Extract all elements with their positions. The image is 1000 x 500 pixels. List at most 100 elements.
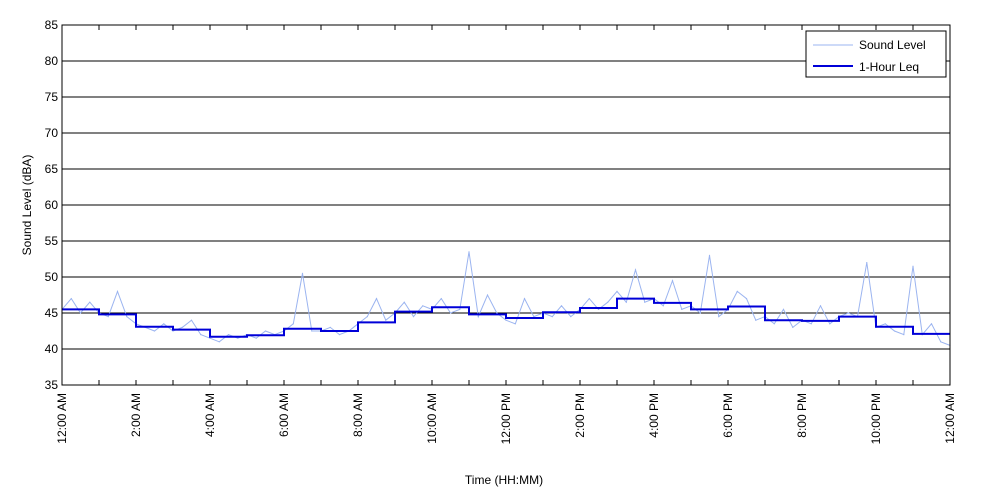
sound-level-point [533, 316, 535, 318]
sound-level-point [718, 316, 720, 318]
sound-level-point [292, 323, 294, 325]
sound-level-point [514, 323, 516, 325]
y-tick-label: 75 [45, 90, 59, 104]
x-tick-label: 2:00 AM [129, 393, 143, 437]
sound-level-point [237, 337, 239, 339]
sound-level-point [616, 290, 618, 292]
legend: Sound Level 1-Hour Leq [805, 30, 947, 78]
sound-level-point [89, 301, 91, 303]
sound-level-point [912, 265, 914, 267]
sound-level-point [403, 301, 405, 303]
y-tick-label: 65 [45, 162, 59, 176]
sound-level-point [449, 312, 452, 314]
y-tick-label: 50 [45, 270, 59, 284]
sound-level-point [126, 316, 128, 318]
x-tick-label: 12:00 PM [499, 393, 513, 444]
x-tick-label: 6:00 PM [721, 393, 735, 438]
sound-level-point [190, 319, 193, 321]
sound-level-point [329, 326, 331, 328]
sound-level-point [79, 312, 82, 314]
sound-level-point [736, 290, 738, 292]
sound-level-point [570, 316, 572, 318]
sound-level-point [338, 334, 341, 336]
sound-level-point [773, 323, 775, 325]
sound-level-point [551, 316, 553, 318]
sound-level-point [209, 337, 211, 339]
sound-level-point [486, 294, 489, 296]
sound-level-point [847, 312, 849, 314]
leq-line [62, 297, 950, 338]
sound-level-point [893, 330, 896, 332]
x-tick-label: 8:00 AM [351, 393, 365, 437]
sound-level-point [468, 251, 470, 253]
sound-level-point [671, 280, 674, 282]
x-axis-title: Time (HH:MM) [465, 473, 543, 487]
sound-level-point [699, 312, 701, 314]
sound-level-point [755, 319, 757, 321]
x-tick-label: 4:00 AM [203, 393, 217, 437]
sound-level-point [496, 312, 498, 314]
y-tick-label: 80 [45, 54, 59, 68]
sound-level-point [930, 323, 933, 325]
sound-level-point [412, 316, 415, 318]
x-tick-label: 10:00 AM [425, 393, 439, 444]
legend-label-1-hour-leq: 1-Hour Leq [859, 60, 919, 74]
sound-level-point [708, 254, 711, 256]
sound-level-point [153, 330, 156, 332]
sound-level-point [597, 308, 600, 310]
sound-level-point [884, 323, 886, 325]
x-axis: 12:00 AM 2:00 AM 4:00 AM 6:00 AM 8:00 AM 10:0… [55, 25, 957, 444]
sound-level-point [810, 323, 812, 325]
series-1-hour-leq [62, 297, 950, 338]
legend-label-sound-level: Sound Level [859, 38, 926, 52]
sound-level-point [940, 341, 942, 343]
x-tick-label: 12:00 AM [943, 393, 957, 444]
sound-level-point [782, 308, 785, 310]
sound-level-point [866, 262, 868, 264]
legend-box [805, 30, 947, 78]
sound-level-point [70, 298, 72, 300]
sound-level-point [375, 298, 378, 300]
x-tick-label: 12:00 AM [55, 393, 69, 444]
sound-level-point [662, 305, 664, 307]
sound-level-point [644, 301, 646, 303]
y-axis: 35 40 45 50 55 60 65 70 75 80 85 [45, 18, 67, 392]
gridlines [62, 60, 950, 350]
sound-level-point [163, 323, 165, 325]
sound-level-point [829, 323, 831, 325]
y-tick-label: 45 [45, 306, 59, 320]
sound-level-point [107, 316, 109, 318]
sound-level-point [227, 334, 230, 336]
sound-level-point [560, 305, 563, 307]
sound-level-point [200, 334, 202, 336]
sound-level-point [422, 305, 424, 307]
sound-level-point [459, 308, 461, 310]
y-tick-label: 70 [45, 126, 59, 140]
y-tick-label: 35 [45, 378, 59, 392]
sound-level-point [792, 326, 794, 328]
y-tick-label: 85 [45, 18, 59, 32]
sound-level-point [255, 337, 257, 339]
sound-level-point [681, 308, 683, 310]
x-tick-label: 2:00 PM [573, 393, 587, 438]
sound-level-point [625, 301, 627, 303]
sound-level-point [588, 298, 590, 300]
y-axis-title: Sound Level (dBA) [20, 155, 34, 256]
plot-frame [61, 24, 951, 386]
sound-level-point [172, 330, 174, 332]
sound-level-point [903, 334, 905, 336]
y-tick-label: 60 [45, 198, 59, 212]
sound-level-point [819, 305, 822, 307]
sound-level-point [745, 298, 748, 300]
sound-level-point [505, 319, 507, 321]
sound-level-point [634, 269, 637, 271]
sound-level-point [440, 298, 442, 300]
sound-level-point [607, 301, 609, 303]
sound-level-point [181, 326, 183, 328]
x-tick-label: 8:00 PM [795, 393, 809, 438]
sound-level-point [523, 298, 526, 300]
sound-level-point [301, 272, 304, 274]
x-tick-label: 4:00 PM [647, 393, 661, 438]
sound-level-point [264, 330, 267, 332]
